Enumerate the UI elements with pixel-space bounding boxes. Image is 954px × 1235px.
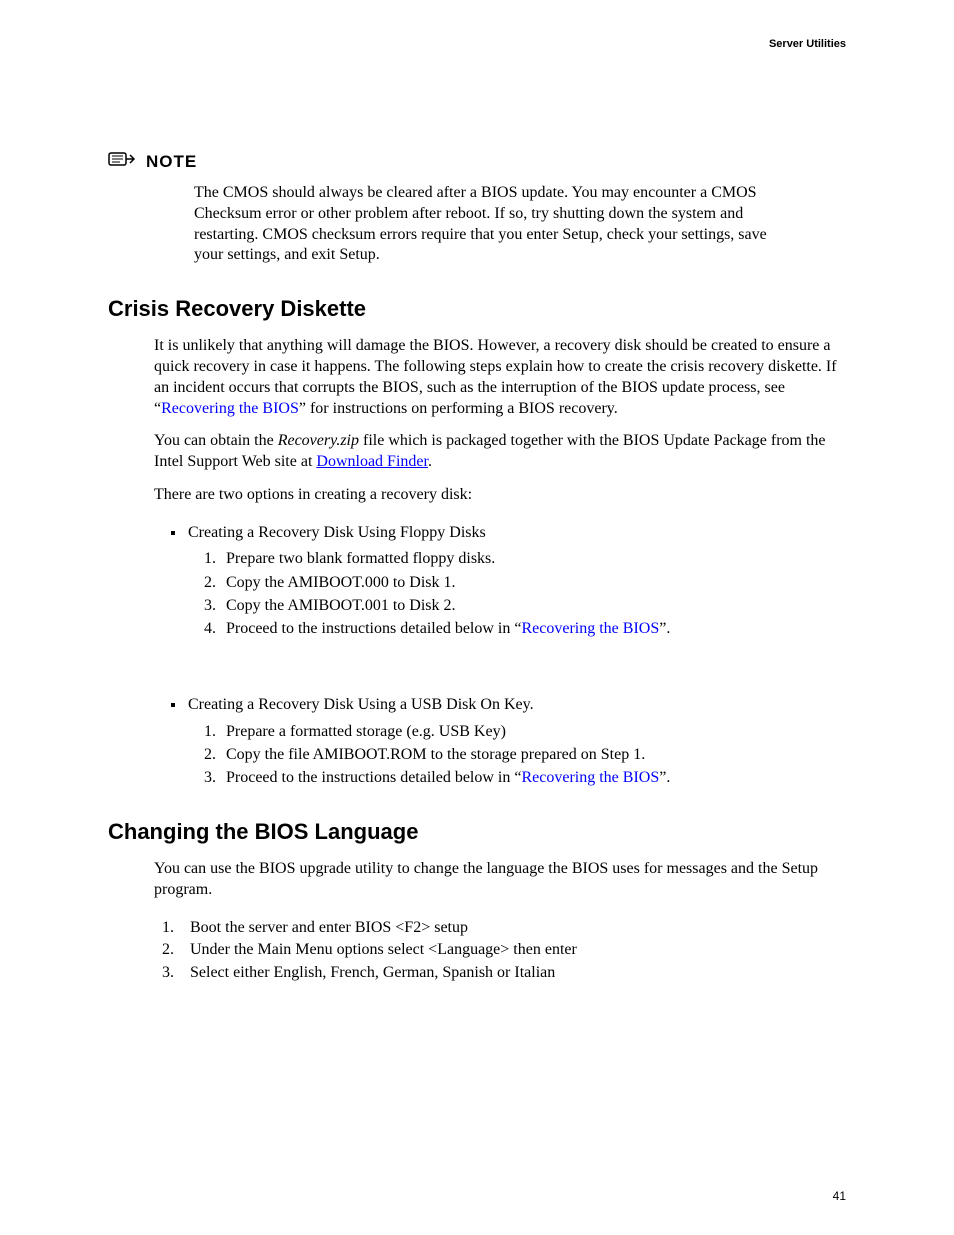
usb-step-2: Copy the file AMIBOOT.ROM to the storage… xyxy=(220,743,846,766)
section-crisis-title: Crisis Recovery Diskette xyxy=(108,296,846,322)
note-icon xyxy=(108,150,136,173)
text: You can obtain the xyxy=(154,432,278,449)
text: ”. xyxy=(659,620,670,637)
link-recovering-bios[interactable]: Recovering the BIOS xyxy=(161,400,299,417)
bullet-floppy-label: Creating a Recovery Disk Using Floppy Di… xyxy=(188,524,486,541)
text: ” for instructions on performing a BIOS … xyxy=(299,400,618,417)
crisis-para-1: It is unlikely that anything will damage… xyxy=(154,336,846,419)
text: ”. xyxy=(659,769,670,786)
language-step-1: Boot the server and enter BIOS <F2> setu… xyxy=(178,917,846,939)
text: Proceed to the instructions detailed bel… xyxy=(226,769,521,786)
section-language-title: Changing the BIOS Language xyxy=(108,819,846,845)
link-download-finder[interactable]: Download Finder xyxy=(316,453,428,470)
note-body: The CMOS should always be cleared after … xyxy=(194,183,796,266)
floppy-step-2: Copy the AMIBOOT.000 to Disk 1. xyxy=(220,571,846,594)
language-para-1: You can use the BIOS upgrade utility to … xyxy=(154,859,846,901)
language-step-3: Select either English, French, German, S… xyxy=(178,962,846,984)
text: . xyxy=(428,453,432,470)
link-recovering-bios[interactable]: Recovering the BIOS xyxy=(521,620,659,637)
link-recovering-bios[interactable]: Recovering the BIOS xyxy=(521,769,659,786)
header-right: Server Utilities xyxy=(108,38,846,50)
recovery-zip-filename: Recovery.zip xyxy=(278,432,359,449)
crisis-para-3: There are two options in creating a reco… xyxy=(154,485,846,506)
language-step-2: Under the Main Menu options select <Lang… xyxy=(178,939,846,961)
bullet-usb: Creating a Recovery Disk Using a USB Dis… xyxy=(186,694,846,789)
usb-step-1: Prepare a formatted storage (e.g. USB Ke… xyxy=(220,720,846,743)
usb-step-3: Proceed to the instructions detailed bel… xyxy=(220,766,846,789)
note-label: NOTE xyxy=(146,152,197,172)
bullet-floppy: Creating a Recovery Disk Using Floppy Di… xyxy=(186,522,846,640)
floppy-step-1: Prepare two blank formatted floppy disks… xyxy=(220,547,846,570)
crisis-para-2: You can obtain the Recovery.zip file whi… xyxy=(154,431,846,473)
text: Proceed to the instructions detailed bel… xyxy=(226,620,521,637)
bullet-usb-label: Creating a Recovery Disk Using a USB Dis… xyxy=(188,696,534,713)
floppy-step-3: Copy the AMIBOOT.001 to Disk 2. xyxy=(220,594,846,617)
page-number: 41 xyxy=(833,1189,846,1203)
floppy-step-4: Proceed to the instructions detailed bel… xyxy=(220,617,846,640)
